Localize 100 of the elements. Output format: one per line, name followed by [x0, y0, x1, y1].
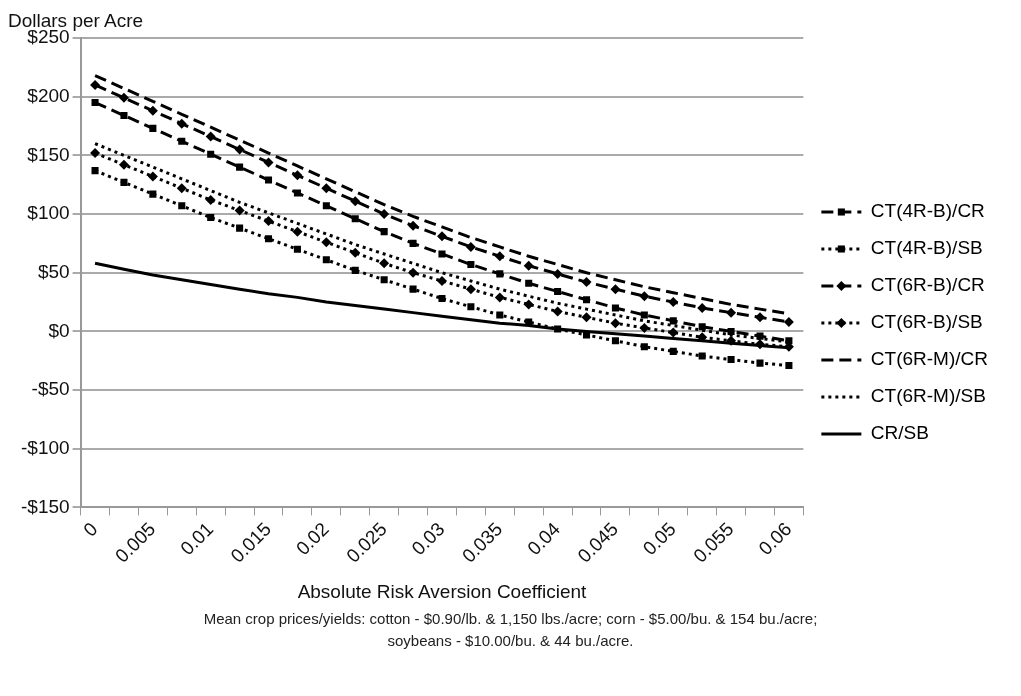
y-tick-label: $50 [37, 260, 70, 282]
point [90, 79, 101, 90]
point [465, 241, 476, 252]
point [726, 307, 737, 318]
x-tick-label: 0.05 [638, 518, 680, 560]
point [467, 303, 475, 311]
point [118, 92, 129, 103]
legend-label: CT(6R-M)/CR [870, 348, 989, 370]
point [727, 356, 735, 364]
legend-label: CR/SB [870, 422, 929, 444]
point [582, 296, 591, 304]
point [351, 215, 359, 223]
point [91, 167, 99, 175]
point [640, 311, 648, 319]
point [668, 327, 679, 338]
point [207, 150, 215, 158]
point [205, 131, 216, 142]
point [90, 148, 101, 159]
point [754, 339, 765, 350]
point [669, 317, 677, 325]
point [554, 287, 562, 296]
point [91, 99, 99, 107]
y-tick-label: -$100 [20, 437, 70, 459]
point [293, 189, 301, 197]
point [408, 220, 419, 231]
point [322, 256, 330, 264]
point [467, 260, 475, 269]
x-tick-label: 0 [79, 518, 102, 541]
legend-label: CT(6R-B)/SB [870, 311, 983, 333]
point [263, 216, 274, 227]
point [756, 359, 764, 367]
x-tick-label: 0.06 [754, 518, 796, 560]
text: soybeans - $10.00/bu. & 44 bu./acre. [386, 631, 635, 651]
point [496, 270, 504, 278]
point [380, 276, 388, 284]
point [321, 183, 332, 194]
point [525, 279, 533, 287]
y-tick-label: $200 [27, 84, 70, 106]
point [379, 258, 390, 269]
point [236, 224, 244, 232]
y-tick-label: $0 [48, 319, 70, 341]
point [610, 284, 621, 295]
point [523, 299, 534, 310]
point [611, 304, 619, 312]
point [118, 159, 129, 170]
point [264, 235, 273, 243]
point [494, 292, 505, 303]
point [639, 291, 650, 302]
point [408, 267, 419, 278]
y-tick-label: $150 [27, 143, 70, 165]
point [379, 209, 390, 220]
point [205, 194, 216, 205]
point [698, 352, 706, 360]
point [754, 312, 765, 323]
x-tick-label: 0.02 [291, 518, 333, 560]
x-tick-label: 0.01 [176, 518, 218, 560]
point [582, 331, 591, 339]
point [436, 231, 447, 242]
point [496, 311, 504, 319]
point [149, 124, 157, 132]
point [236, 163, 244, 171]
point [783, 317, 794, 328]
point [669, 347, 677, 355]
point [409, 239, 417, 247]
y-tick-label: -$50 [31, 378, 70, 400]
point [178, 137, 186, 145]
point [668, 297, 679, 308]
point [552, 268, 563, 279]
point [120, 111, 128, 119]
point [264, 176, 273, 184]
point [785, 337, 793, 345]
point [523, 260, 534, 271]
point [581, 277, 592, 288]
point [698, 323, 706, 331]
y-tick-label: -$150 [20, 495, 70, 517]
legend-label: CT(6R-M)/SB [870, 385, 986, 407]
point [727, 327, 735, 335]
point [552, 306, 563, 317]
x-tick-label: 0.03 [407, 518, 449, 560]
point [581, 312, 592, 323]
point [380, 228, 388, 236]
point [149, 190, 157, 198]
point [147, 171, 158, 182]
point [610, 318, 621, 329]
point [322, 202, 330, 210]
point [436, 275, 447, 286]
point [465, 284, 476, 295]
point [726, 335, 737, 346]
point [756, 332, 764, 340]
point [321, 237, 332, 248]
point [611, 337, 619, 345]
point [120, 178, 128, 186]
point [176, 183, 187, 194]
point [176, 118, 187, 129]
point [350, 196, 361, 207]
x-tick-label: 0.04 [523, 517, 565, 560]
point [697, 302, 708, 313]
point [178, 202, 186, 210]
legend-label: CT(6R-B)/CR [870, 274, 985, 296]
point [292, 226, 303, 237]
